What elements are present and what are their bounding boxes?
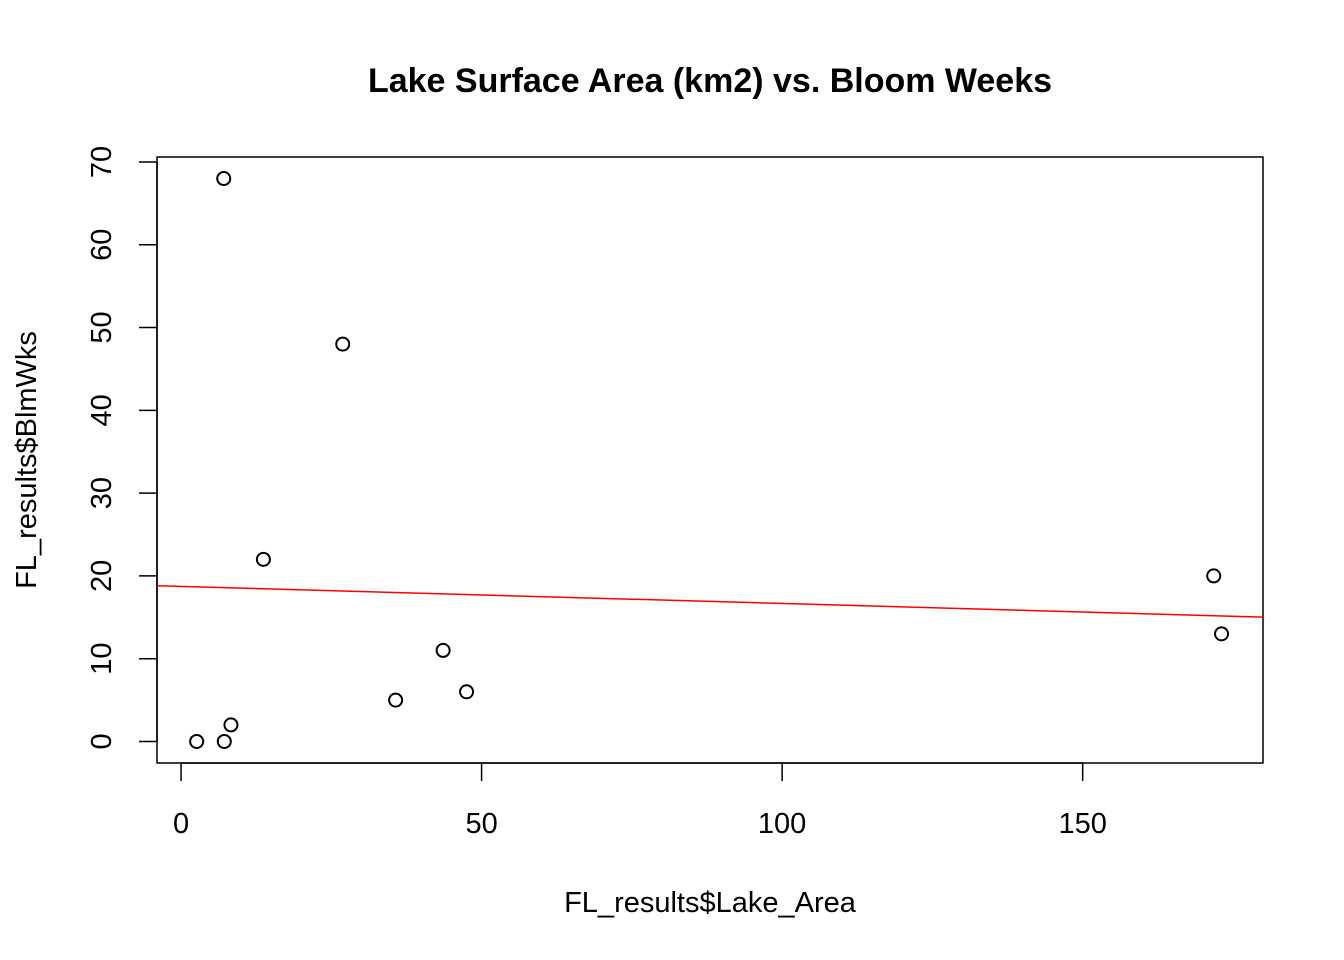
regression-line <box>157 584 1263 618</box>
data-point <box>216 171 232 187</box>
plot-frame <box>156 156 1264 764</box>
x-axis-label: FL_results$Lake_Area <box>564 887 857 919</box>
data-point <box>459 684 475 700</box>
y-tick-label: 20 <box>86 560 118 592</box>
data-point <box>1206 568 1222 584</box>
x-tick-label: 150 <box>1058 808 1106 840</box>
y-tick-label: 40 <box>86 394 118 426</box>
data-point <box>435 642 451 658</box>
y-tick-label: 60 <box>86 229 118 261</box>
x-tick-label: 0 <box>173 808 189 840</box>
regression-layer <box>157 584 1263 618</box>
y-tick-label: 10 <box>86 643 118 675</box>
data-point <box>1214 626 1230 642</box>
y-tick-label: 50 <box>86 311 118 343</box>
data-point <box>216 733 232 749</box>
data-point <box>189 733 205 749</box>
x-tick-label: 100 <box>758 808 806 840</box>
y-tick-label: 70 <box>86 146 118 178</box>
points-layer <box>189 171 1230 749</box>
data-point <box>335 336 351 352</box>
y-axis-label: FL_results$BlmWks <box>11 331 43 589</box>
data-point <box>388 692 404 708</box>
y-axis: 0 10 20 30 40 50 60 70 <box>86 146 158 750</box>
y-tick-label: 0 <box>86 733 118 749</box>
y-tick-label: 30 <box>86 477 118 509</box>
data-point <box>255 551 271 567</box>
x-axis: 0 50 100 150 <box>173 762 1107 840</box>
x-tick-label: 50 <box>465 808 497 840</box>
data-point <box>223 717 239 733</box>
chart-title: Lake Surface Area (km2) vs. Bloom Weeks <box>368 62 1052 100</box>
